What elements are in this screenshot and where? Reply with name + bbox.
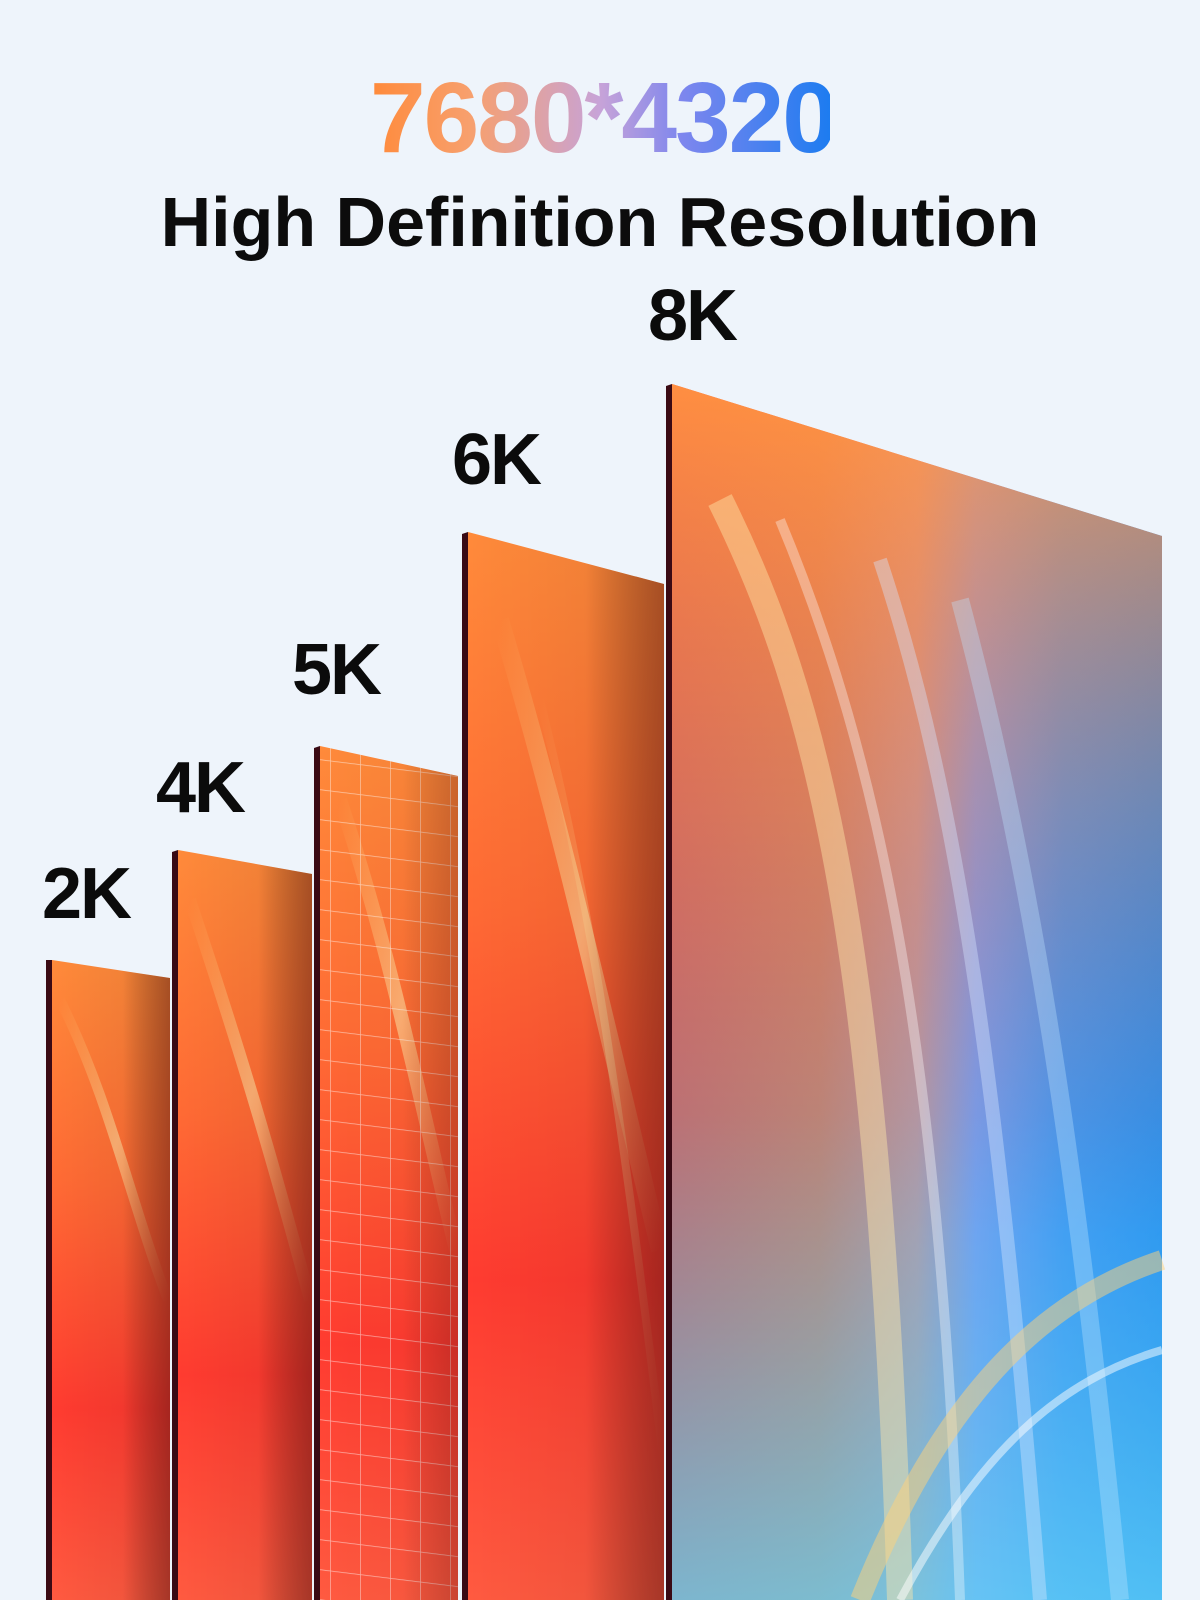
panel-2k: [46, 960, 173, 1600]
panel-8k: [666, 384, 1166, 1600]
subtitle: High Definition Resolution: [160, 183, 1040, 261]
panel-5k: [314, 746, 463, 1600]
label-5k: 5K: [292, 630, 382, 710]
label-8k: 8K: [648, 276, 738, 356]
headline-resolution: 7680*4320: [370, 62, 838, 174]
panel-4k: [172, 850, 316, 1600]
label-6k: 6K: [452, 420, 542, 500]
label-4k: 4K: [156, 748, 246, 828]
headline-container: 7680*4320: [370, 62, 838, 174]
label-2k: 2K: [42, 854, 132, 934]
panel-6k: [462, 532, 669, 1600]
